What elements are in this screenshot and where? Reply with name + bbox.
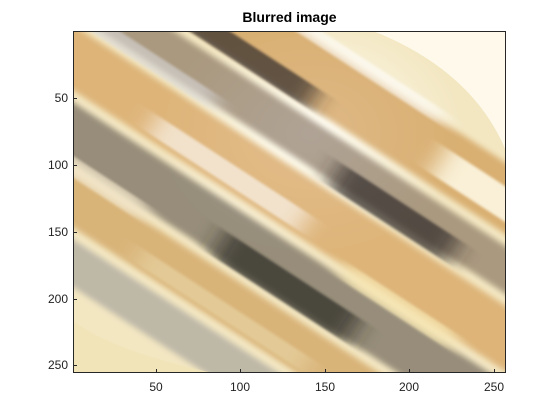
x-tick-label: 250: [483, 380, 505, 394]
x-tick-mark: [156, 369, 157, 373]
y-tick-mark: [73, 299, 77, 300]
y-tick-mark: [73, 165, 77, 166]
y-tick-label: 50: [54, 91, 68, 105]
x-tick-mark: [325, 369, 326, 373]
figure-title: Blurred image: [242, 9, 337, 25]
y-tick-mark: [73, 365, 77, 366]
x-tick-mark: [409, 369, 410, 373]
x-tick-label: 200: [398, 380, 420, 394]
x-tick-label: 150: [314, 380, 336, 394]
blurred-image: [73, 31, 506, 373]
y-tick-label: 100: [47, 158, 68, 172]
x-tick-label: 100: [229, 380, 251, 394]
x-tick-label: 50: [149, 380, 163, 394]
y-tick-label: 200: [47, 292, 68, 306]
y-tick-label: 250: [47, 358, 68, 372]
y-tick-mark: [73, 232, 77, 233]
y-tick-label: 150: [47, 225, 68, 239]
y-tick-mark: [73, 98, 77, 99]
x-tick-mark: [494, 369, 495, 373]
x-tick-mark: [240, 369, 241, 373]
